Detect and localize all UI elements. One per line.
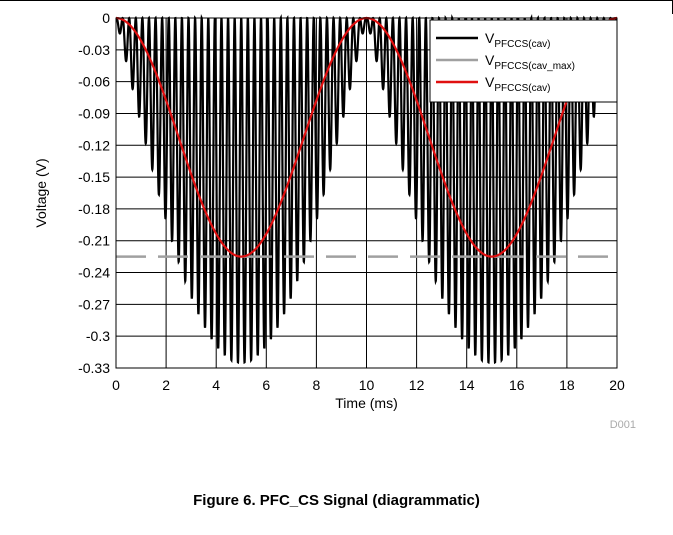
x-tick-label: 4	[212, 377, 220, 393]
figure-code: D001	[610, 419, 636, 431]
legend-label: VPFCCS(cav)	[485, 30, 550, 50]
y-tick-label: -0.21	[78, 233, 110, 249]
x-tick-label: 18	[559, 377, 575, 393]
legend-label: VPFCCS(cav_max)	[485, 52, 575, 72]
y-tick-label: -0.09	[78, 105, 110, 121]
y-tick-label: -0.24	[78, 265, 110, 281]
top-rule	[0, 0, 673, 1]
legend-label-subscript: PFCCS(cav)	[494, 83, 550, 94]
x-tick-label: 6	[262, 377, 270, 393]
y-tick-label: -0.15	[78, 169, 110, 185]
legend-label-main: V	[485, 52, 495, 68]
y-tick-label: -0.3	[86, 328, 110, 344]
x-tick-label: 14	[459, 377, 475, 393]
legend-label-subscript: PFCCS(cav)	[494, 39, 550, 50]
legend-label-subscript: PFCCS(cav_max)	[494, 61, 575, 72]
legend-label-main: V	[485, 74, 495, 90]
y-tick-label: -0.33	[78, 360, 110, 376]
x-tick-labels: 0 2 4 6 8 10 12 14 16 18 20	[112, 377, 625, 393]
x-tick-label: 0	[112, 377, 120, 393]
y-tick-labels: 0 -0.03 -0.06 -0.09 -0.12 -0.15 -0.18 -0.21 -0.2…	[78, 10, 110, 376]
y-axis-label: Voltage (V)	[33, 158, 49, 227]
y-tick-label: -0.18	[78, 201, 110, 217]
x-tick-label: 8	[313, 377, 321, 393]
x-tick-label: 12	[409, 377, 425, 393]
y-tick-label: -0.27	[78, 296, 110, 312]
legend-label-main: V	[485, 30, 495, 46]
y-tick-label: -0.06	[78, 74, 110, 90]
figure-caption: Figure 6. PFC_CS Signal (diagrammatic)	[193, 492, 480, 509]
y-tick-label: -0.03	[78, 42, 110, 58]
x-tick-label: 2	[162, 377, 170, 393]
x-tick-label: 20	[609, 377, 625, 393]
voltage-chart: 0 2 4 6 8 10 12 14 16 18 20 0 -0.03 -0.06 -0.09 -0.12 -…	[33, 10, 636, 431]
x-tick-label: 10	[359, 377, 375, 393]
plot-border	[115, 17, 618, 369]
y-tick-label: 0	[102, 10, 110, 26]
legend: VPFCCS(cav)VPFCCS(cav_max)VPFCCS(cav)	[429, 19, 618, 103]
x-tick-label: 16	[509, 377, 525, 393]
legend-label: VPFCCS(cav)	[485, 74, 550, 94]
x-axis-label: Time (ms)	[335, 395, 397, 411]
y-tick-label: -0.12	[78, 137, 110, 153]
